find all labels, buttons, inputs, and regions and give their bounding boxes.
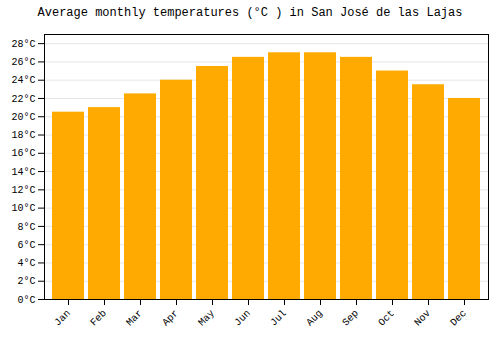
svg-text:Oct: Oct — [376, 308, 397, 329]
svg-text:18°C: 18°C — [11, 130, 35, 141]
svg-text:20°C: 20°C — [11, 112, 35, 123]
html-text:Average monthly temperatures (: Average monthly temperatures (°C ) in Sa… — [37, 6, 463, 20]
svg-text:Mar: Mar — [124, 308, 145, 329]
svg-text:Apr: Apr — [160, 308, 181, 329]
svg-text:12°C: 12°C — [11, 185, 35, 196]
svg-text:22°C: 22°C — [11, 94, 35, 105]
svg-text:4°C: 4°C — [17, 258, 35, 269]
svg-text:2°C: 2°C — [17, 276, 35, 287]
svg-text:6°C: 6°C — [17, 240, 35, 251]
svg-text:Jul: Jul — [268, 308, 289, 329]
svg-text:Jan: Jan — [52, 308, 73, 329]
svg-text:Nov: Nov — [412, 308, 433, 329]
svg-text:0°C: 0°C — [17, 295, 35, 306]
svg-text:Sep: Sep — [340, 308, 361, 329]
svg-text:26°C: 26°C — [11, 57, 35, 68]
svg-text:8°C: 8°C — [17, 222, 35, 233]
svg-text:14°C: 14°C — [11, 167, 35, 178]
svg-text:May: May — [196, 308, 217, 329]
svg-text:28°C: 28°C — [11, 39, 35, 50]
svg-text:16°C: 16°C — [11, 148, 35, 159]
svg-text:Dec: Dec — [448, 308, 469, 329]
svg-text:Jun: Jun — [232, 308, 253, 329]
svg-text:10°C: 10°C — [11, 203, 35, 214]
svg-text:24°C: 24°C — [11, 75, 35, 86]
svg-text:Feb: Feb — [88, 308, 109, 329]
svg-text:Aug: Aug — [304, 308, 325, 329]
